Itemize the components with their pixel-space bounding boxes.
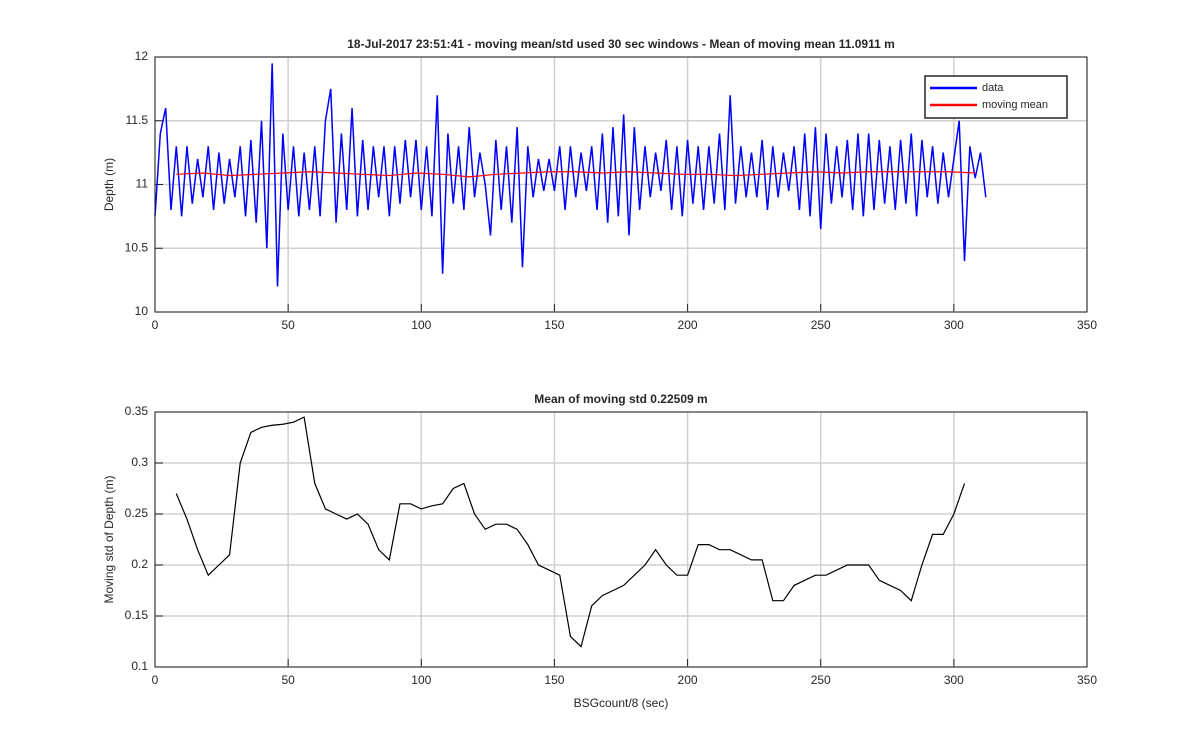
legend-box — [924, 75, 1068, 119]
y-tick-label: 10 — [135, 304, 149, 318]
x-tick-label: 100 — [411, 318, 431, 332]
data-line — [176, 171, 976, 178]
chart-title: 18-Jul-2017 23:51:41 - moving mean/std u… — [347, 37, 895, 51]
x-tick-label: 300 — [944, 673, 964, 687]
x-tick-label: 200 — [678, 673, 698, 687]
y-tick-label: 11.5 — [126, 113, 149, 127]
x-tick-label: 50 — [281, 318, 295, 332]
y-tick-label: 0.3 — [131, 455, 148, 469]
data-line — [175, 416, 966, 648]
x-axis-label: BSGcount/8 (sec) — [574, 696, 669, 710]
x-tick-label: 0 — [152, 318, 159, 332]
legend: data moving mean — [924, 75, 1068, 119]
plot-area — [155, 412, 1087, 667]
axes-box — [154, 411, 1088, 668]
x-tick-label: 250 — [811, 673, 831, 687]
x-tick-label: 200 — [678, 318, 698, 332]
y-tick-label: 11 — [136, 177, 149, 191]
y-tick-label: 0.2 — [131, 557, 148, 571]
x-tick-label: 150 — [544, 318, 564, 332]
x-tick-label: 350 — [1077, 318, 1097, 332]
x-tick-label: 150 — [544, 673, 564, 687]
x-tick-label: 350 — [1077, 673, 1097, 687]
y-axis-label: Moving std of Depth (m) — [102, 475, 116, 603]
x-tick-label: 300 — [944, 318, 964, 332]
y-tick-label: 0.25 — [125, 506, 149, 520]
x-tick-label: 100 — [411, 673, 431, 687]
legend-label: data — [982, 82, 1004, 94]
y-tick-label: 0.15 — [125, 608, 149, 622]
chart-title: Mean of moving std 0.22509 m — [534, 392, 707, 406]
y-tick-label: 12 — [135, 49, 149, 63]
x-tick-label: 250 — [811, 318, 831, 332]
y-tick-label: 0.35 — [125, 404, 149, 418]
axes-box — [154, 56, 1088, 313]
x-tick-label: 50 — [281, 673, 295, 687]
legend-label: moving mean — [982, 99, 1048, 111]
y-tick-label: 0.1 — [131, 659, 148, 673]
data-line — [154, 63, 987, 287]
y-tick-label: 10.5 — [125, 240, 149, 254]
y-axis-label: Depth (m) — [102, 158, 116, 211]
x-tick-label: 0 — [152, 673, 159, 687]
